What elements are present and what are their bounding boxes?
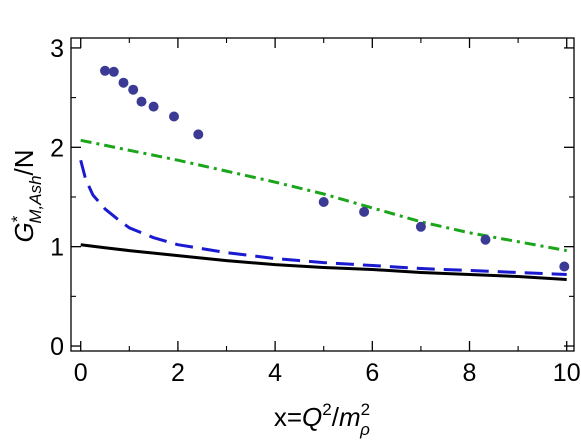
data-point bbox=[359, 206, 370, 217]
y-tick-label: 3 bbox=[50, 35, 64, 63]
x-tick-label: 8 bbox=[463, 359, 477, 387]
y-tick-label: 0 bbox=[50, 333, 64, 361]
x-axis-label: x=Q2/m2 ρ bbox=[274, 400, 370, 439]
x-tick-label: 2 bbox=[171, 359, 185, 387]
y-tick-label: 2 bbox=[50, 134, 64, 162]
y-tick-label: 1 bbox=[50, 234, 64, 262]
data-point bbox=[169, 111, 179, 122]
plot-frame bbox=[70, 37, 575, 352]
curve-dashed bbox=[79, 159, 567, 276]
data-point bbox=[148, 101, 159, 112]
curve-dash-dot bbox=[80, 138, 567, 253]
data-point bbox=[480, 234, 491, 245]
data-point bbox=[415, 221, 426, 232]
x-tick-label: 0 bbox=[74, 359, 88, 387]
data-point bbox=[136, 96, 147, 107]
curve-solid bbox=[80, 243, 567, 281]
curve-layer bbox=[79, 138, 567, 281]
data-point bbox=[559, 261, 570, 272]
data-point bbox=[193, 129, 204, 140]
data-point bbox=[118, 77, 129, 88]
data-point bbox=[108, 66, 119, 77]
x-tick-label: 4 bbox=[268, 359, 282, 387]
x-axis-ticks: 0 2 4 6 8 10 bbox=[74, 38, 581, 387]
x-tick-label: 6 bbox=[365, 359, 379, 387]
y-axis-ticks: 0 1 2 3 bbox=[50, 35, 574, 361]
data-point bbox=[100, 65, 110, 76]
x-tick-label: 10 bbox=[553, 359, 581, 387]
y-axis-label: G*M,Ash/N bbox=[8, 149, 45, 242]
data-points-layer bbox=[100, 65, 570, 272]
data-point bbox=[318, 197, 329, 207]
data-point bbox=[128, 84, 139, 95]
